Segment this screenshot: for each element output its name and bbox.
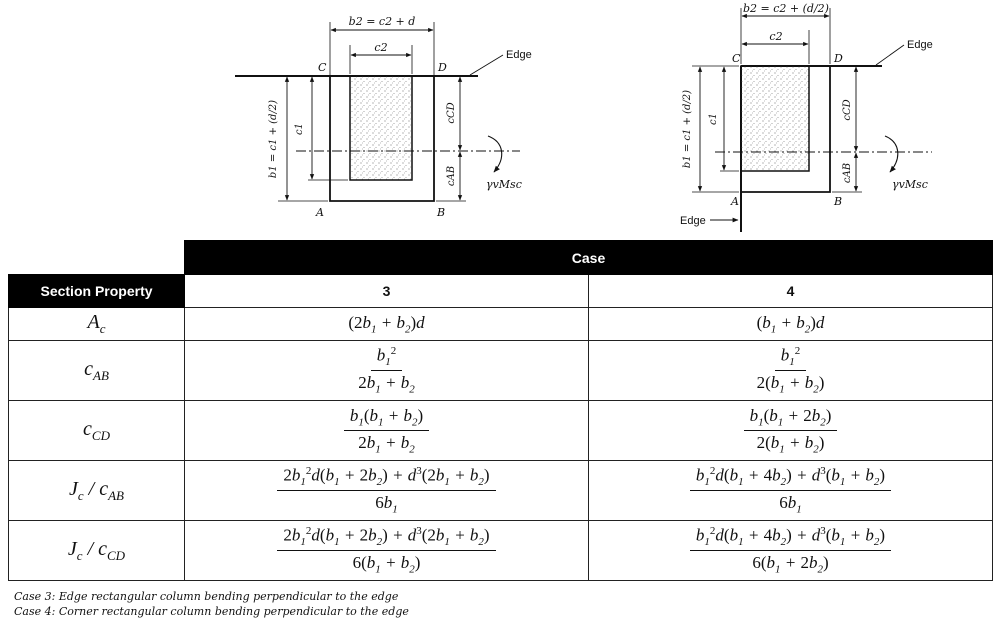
edge-label: Edge <box>506 49 532 61</box>
punching-shear-diagrams: b2 = c2 + d c2 Edge C D A B b1 = c1 + (d… <box>0 0 1001 236</box>
formula-cell: b1(b1 + b2) 2b1 + b2 <box>184 400 589 461</box>
case4-diagram: b2 = c2 + (d/2) c2 Edge Edge C D A B b1 … <box>680 2 933 232</box>
blank-corner <box>9 241 185 275</box>
table-row: Ac (2b1 + b2)d (b1 + b2)d <box>8 307 993 341</box>
corner-d-label: D <box>833 52 843 65</box>
formula-cell: b12d(b1 + 4b2) + d3(b1 + b2) 6b1 <box>588 460 993 521</box>
section-property-table: Case Section Property 3 4 Ac (2b1 + b2)d… <box>8 240 993 581</box>
c1-label: c1 <box>708 113 719 125</box>
c1-label: c1 <box>294 123 305 135</box>
moment-label: γvMsc <box>486 178 522 191</box>
formula-cell: b1(b1 + 2b2) 2(b1 + b2) <box>588 400 993 461</box>
property-cell: Ac <box>8 307 185 341</box>
table-row: cCD b1(b1 + b2) 2b1 + b2 b1(b1 + 2b2) 2(b1… <box>8 400 993 461</box>
case3-diagram: b2 = c2 + d c2 Edge C D A B b1 = c1 + (d… <box>235 15 532 219</box>
property-cell: Jc / cCD <box>8 520 185 581</box>
corner-d-label: D <box>437 61 447 74</box>
formula-cell: b12d(b1 + 4b2) + d3(b1 + b2) 6(b1 + 2b2) <box>588 520 993 581</box>
corner-a-label: A <box>730 195 739 208</box>
edge-leader <box>469 54 504 76</box>
cab-label: cAB <box>842 163 853 183</box>
moment-arrow <box>884 135 899 173</box>
b2-label: b2 = c2 + d <box>349 15 416 28</box>
c2-label: c2 <box>769 30 782 43</box>
table-row: Jc / cAB 2b12d(b1 + 2b2) + d3(2b1 + b2) 6… <box>8 460 993 521</box>
edge-top-label: Edge <box>907 39 933 51</box>
corner-c-label: C <box>732 52 741 65</box>
corner-b-label: B <box>833 195 842 208</box>
column <box>740 65 810 172</box>
b2-label: b2 = c2 + (d/2) <box>743 2 829 15</box>
moment-arrow <box>487 135 503 173</box>
formula-cell: (2b1 + b2)d <box>184 307 589 341</box>
case4-header: 4 <box>588 274 993 308</box>
case-notes: Case 3: Edge rectangular column bending … <box>14 589 409 619</box>
corner-b-label: B <box>436 206 445 219</box>
property-cell: Jc / cAB <box>8 460 185 521</box>
critical-perimeter <box>741 66 831 193</box>
formula-cell: 2b12d(b1 + 2b2) + d3(2b1 + b2) 6(b1 + b2) <box>184 520 589 581</box>
table-row: cAB b12 2b1 + b2 b12 2(b1 + b2) <box>8 340 993 401</box>
formula-cell: (b1 + b2)d <box>588 307 993 341</box>
critical-perimeter <box>329 76 435 202</box>
property-cell: cAB <box>8 340 185 401</box>
b1-label: b1 = c1 + (d/2) <box>268 100 279 178</box>
case-number-row: Section Property 3 4 <box>8 274 993 308</box>
corner-a-label: A <box>315 206 324 219</box>
case3-header: 3 <box>184 274 589 308</box>
case-header-row: Case <box>9 240 993 275</box>
edge-left-label: Edge <box>680 215 706 227</box>
case-header: Case <box>184 240 993 275</box>
case3-note: Case 3: Edge rectangular column bending … <box>14 590 399 603</box>
b1-label: b1 = c1 + (d/2) <box>682 90 693 168</box>
formula-cell: b12 2b1 + b2 <box>184 340 589 401</box>
cab-label: cAB <box>446 166 457 186</box>
edge-top-leader <box>875 44 905 66</box>
column <box>349 75 413 181</box>
table-row: Jc / cCD 2b12d(b1 + 2b2) + d3(2b1 + b2) 6… <box>8 520 993 581</box>
ccd-label: cCD <box>842 99 853 120</box>
c2-label: c2 <box>374 41 387 54</box>
case4-note: Case 4: Corner rectangular column bendin… <box>14 605 409 618</box>
ccd-label: cCD <box>446 102 457 123</box>
corner-c-label: C <box>318 61 327 74</box>
diagram-svg: b2 = c2 + d c2 Edge C D A B b1 = c1 + (d… <box>235 2 933 232</box>
formula-cell: 2b12d(b1 + 2b2) + d3(2b1 + b2) 6b1 <box>184 460 589 521</box>
section-property-header: Section Property <box>8 274 185 308</box>
property-cell: cCD <box>8 400 185 461</box>
moment-label: γvMsc <box>892 178 928 191</box>
formula-cell: b12 2(b1 + b2) <box>588 340 993 401</box>
